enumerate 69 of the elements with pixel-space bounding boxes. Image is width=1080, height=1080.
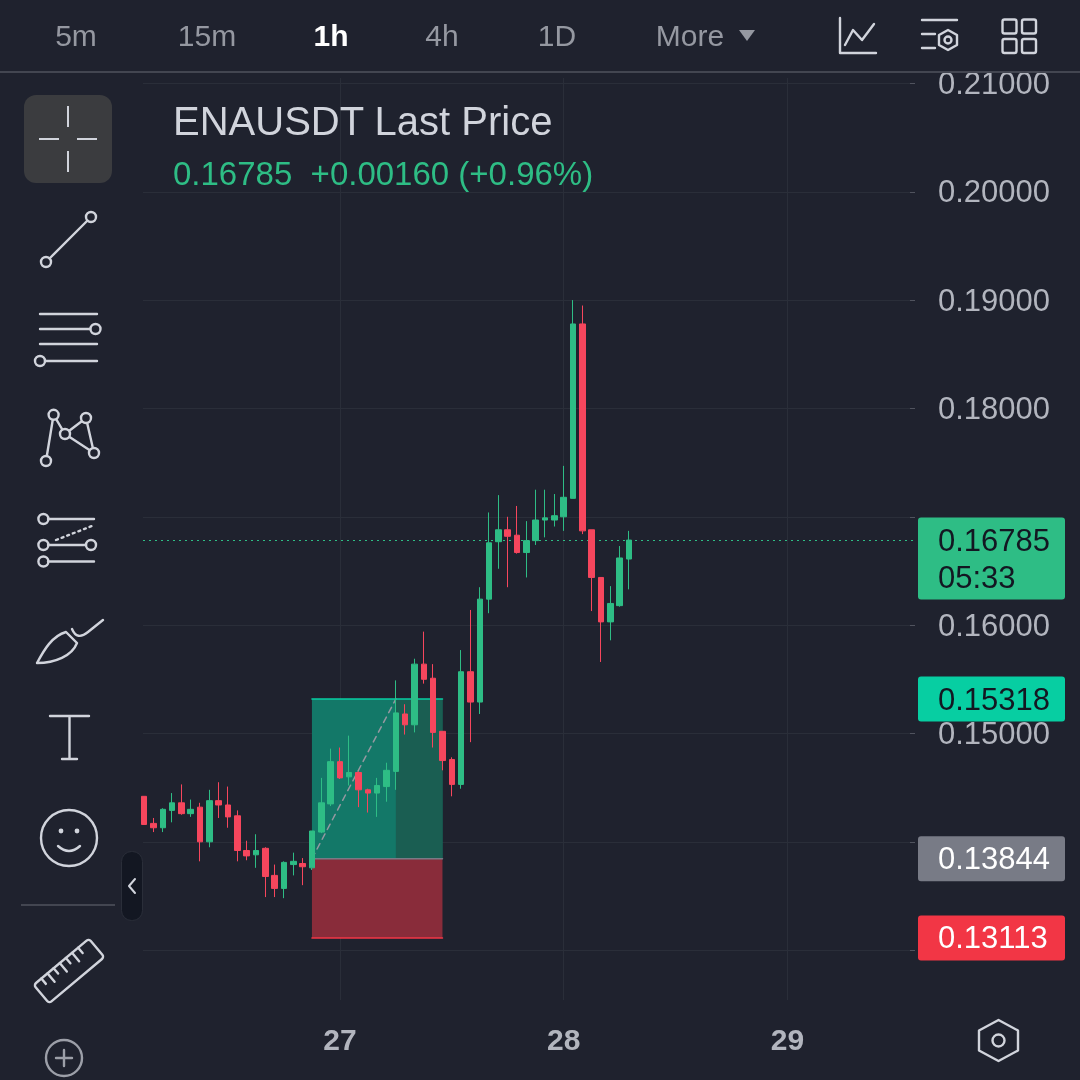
text: 4h	[424, 18, 460, 54]
candlestick	[393, 679, 399, 791]
candlestick	[365, 788, 371, 814]
ref-line-label: 0.16785 05:33	[938, 522, 1051, 595]
text: 15m	[176, 18, 238, 54]
candlestick	[402, 703, 408, 736]
candlestick	[337, 747, 343, 780]
text: 5m	[54, 18, 98, 54]
candlestick	[309, 830, 315, 871]
candlestick	[542, 489, 548, 538]
candlestick	[551, 493, 558, 528]
candlestick	[467, 609, 474, 743]
candlestick	[430, 663, 436, 749]
candlestick	[271, 864, 278, 898]
candlestick	[598, 576, 604, 663]
candlestick	[411, 658, 418, 733]
candlestick	[281, 860, 287, 899]
candlestick	[449, 756, 455, 797]
y-tick-label: 0.16000	[938, 607, 1051, 643]
candlestick	[458, 649, 464, 790]
text: 1h	[312, 18, 350, 54]
candlestick	[197, 802, 203, 862]
candlestick	[514, 505, 520, 555]
y-tick-label: 0.21000	[938, 65, 1051, 101]
candlestick	[187, 799, 194, 818]
candlestick	[169, 792, 175, 823]
candlestick	[588, 529, 595, 612]
candlestick	[225, 786, 231, 829]
candlestick	[215, 781, 222, 819]
y-tick-label: 0.18000	[938, 390, 1051, 426]
candlestick	[318, 777, 325, 834]
y-tick-label: 0.15000	[938, 715, 1051, 751]
x-tick-label: 27	[323, 1022, 357, 1056]
candlestick	[374, 777, 380, 818]
candlestick	[616, 545, 623, 608]
text: 1D	[536, 18, 578, 54]
candlestick	[253, 833, 259, 869]
y-tick-label: 0.19000	[938, 282, 1051, 318]
candlestick	[206, 789, 213, 848]
x-tick-label: 28	[547, 1022, 581, 1056]
candlestick	[504, 516, 511, 588]
candlestick	[290, 852, 297, 876]
y2-tick-label: 0.13113	[938, 920, 1048, 956]
candlestick	[234, 809, 241, 862]
text: More	[654, 18, 726, 54]
candlestick	[383, 762, 390, 803]
candlestick	[299, 857, 306, 886]
candlestick	[141, 795, 147, 825]
candlestick	[439, 730, 446, 771]
y-tick-label: 0.20000	[938, 174, 1051, 210]
y2-tick-label: 0.15318	[938, 681, 1051, 717]
text: 0.16785 +0.00160 (+0.96%)	[173, 155, 594, 192]
candlestick	[560, 465, 567, 532]
candlestick	[178, 783, 185, 816]
candlestick	[262, 846, 269, 898]
candlestick	[160, 807, 166, 833]
candlestick	[346, 735, 352, 786]
x-tick-label: 29	[770, 1022, 805, 1056]
candlestick	[355, 770, 362, 808]
candlestick	[243, 840, 250, 861]
candlestick	[570, 299, 576, 499]
text: ENAUSDT Last Price	[173, 99, 553, 143]
candlestick	[150, 817, 157, 833]
candlestick	[579, 305, 586, 535]
candlestick	[477, 586, 483, 715]
y2-tick-label: 0.13844	[938, 841, 1051, 877]
candlestick	[421, 631, 427, 685]
candlestick	[327, 748, 334, 807]
candlestick	[607, 585, 614, 641]
